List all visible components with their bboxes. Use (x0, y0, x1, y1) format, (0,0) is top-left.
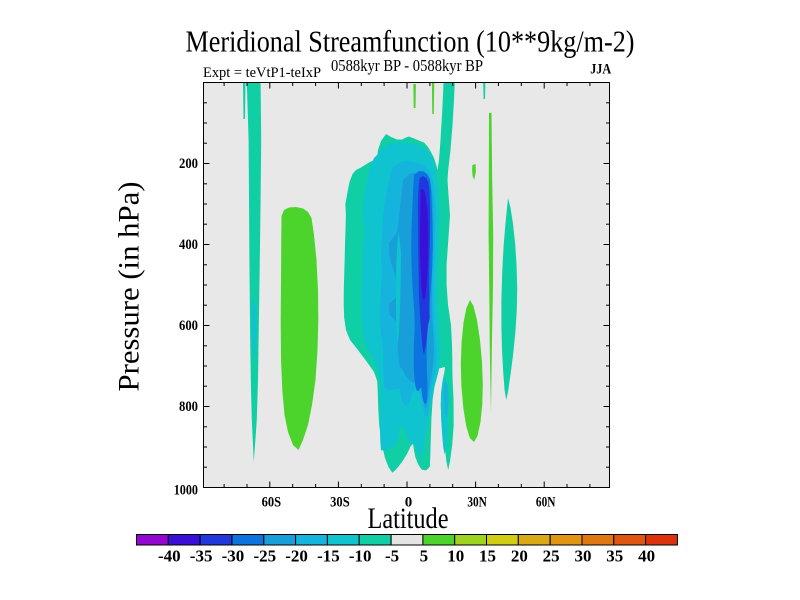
svg-text:60S: 60S (262, 495, 282, 511)
svg-text:-5: -5 (385, 546, 399, 565)
svg-text:25: 25 (543, 546, 560, 565)
svg-text:800: 800 (179, 399, 198, 415)
svg-text:400: 400 (179, 237, 198, 253)
svg-text:60N: 60N (536, 495, 556, 511)
svg-text:JJA: JJA (590, 62, 611, 78)
svg-text:10: 10 (447, 546, 464, 565)
svg-text:-40: -40 (158, 546, 181, 565)
svg-text:-20: -20 (285, 546, 308, 565)
svg-text:20: 20 (511, 546, 528, 565)
svg-text:600: 600 (179, 318, 198, 334)
svg-text:1000: 1000 (174, 483, 198, 499)
svg-text:0: 0 (405, 495, 413, 511)
svg-text:200: 200 (179, 156, 198, 172)
svg-text:Expt = teVtP1-teIxP: Expt = teVtP1-teIxP (203, 65, 321, 81)
svg-text:40: 40 (638, 546, 655, 565)
svg-text:30S: 30S (330, 495, 350, 511)
svg-text:-15: -15 (317, 546, 340, 565)
svg-text:-25: -25 (253, 546, 276, 565)
svg-text:Pressure (in hPa): Pressure (in hPa) (113, 182, 146, 392)
svg-text:Meridional Streamfunction (10*: Meridional Streamfunction (10**9kg/m-2) (186, 24, 635, 59)
svg-text:35: 35 (606, 546, 623, 565)
svg-text:-35: -35 (190, 546, 213, 565)
svg-text:15: 15 (479, 546, 496, 565)
svg-text:30N: 30N (467, 495, 487, 511)
svg-text:-10: -10 (349, 546, 372, 565)
svg-text:-30: -30 (222, 546, 245, 565)
svg-text:Latitude: Latitude (368, 502, 449, 535)
svg-text:30: 30 (574, 546, 591, 565)
svg-text:5: 5 (420, 546, 429, 565)
svg-text:0588kyr BP - 0588kyr BP: 0588kyr BP - 0588kyr BP (331, 56, 483, 75)
